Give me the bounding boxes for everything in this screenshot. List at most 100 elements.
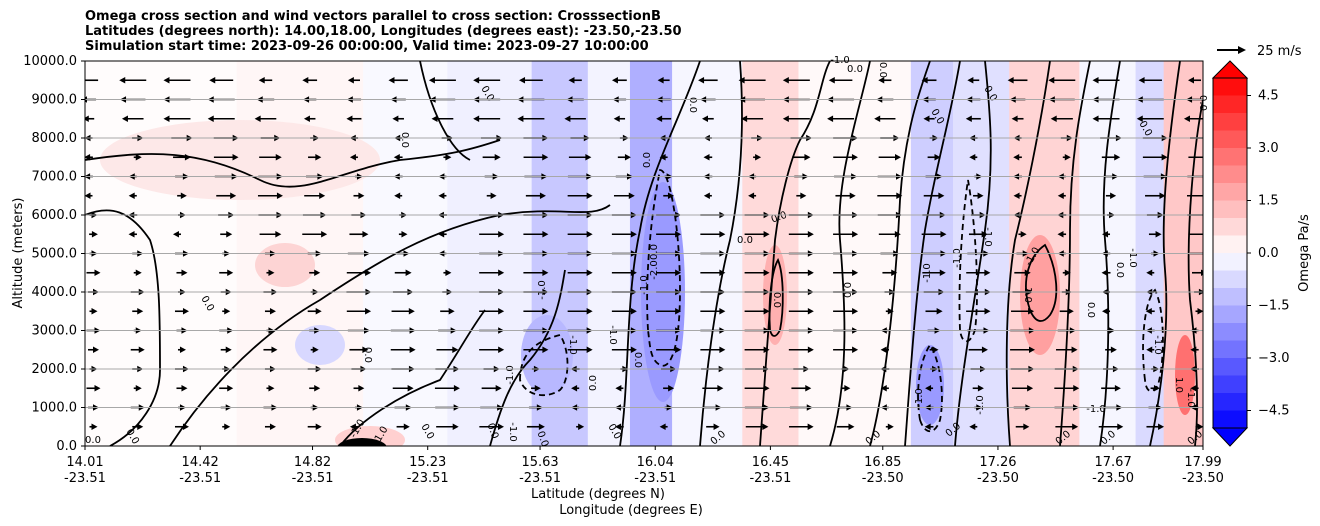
x-tick-label-latitude: 16.45 <box>752 455 789 470</box>
wind-vector-head <box>852 231 859 238</box>
contour-zero-line <box>619 61 701 446</box>
wind-vector-head <box>542 269 549 276</box>
contour-label: -1.0 <box>1086 404 1106 415</box>
contour-label: -1.0 <box>507 422 518 442</box>
wind-vector-head <box>807 269 814 276</box>
wind-vector-head <box>85 115 89 122</box>
wind-vector-head <box>452 423 459 430</box>
wind-vector-head <box>1024 269 1031 276</box>
contour-label: -1.0 <box>607 325 618 345</box>
wind-vector-head <box>401 231 408 238</box>
contour-label: 0.0 <box>687 97 698 113</box>
wind-vector-head <box>445 269 452 276</box>
y-axis-label: Altitude (meters) <box>11 198 26 309</box>
contour-dashed-negative <box>1142 288 1164 392</box>
wind-vector-head <box>135 385 142 392</box>
y-tick-label: 0.0 <box>56 439 77 454</box>
wind-vector-head <box>1110 346 1117 353</box>
wind-vector-head <box>969 154 976 161</box>
y-tick-label: 9000.0 <box>32 93 78 108</box>
colorbar-tick-label: 3.0 <box>1258 141 1279 156</box>
y-tick-label: 6000.0 <box>32 208 78 223</box>
wind-vector-head <box>1201 269 1203 276</box>
wind-vector-head <box>91 231 98 238</box>
wind-vector-head <box>615 385 622 392</box>
wind-vector-head <box>207 115 214 122</box>
wind-vector-head <box>762 423 769 430</box>
colorbar-tick-label: −3.0 <box>1258 351 1290 366</box>
wind-vector-head <box>452 346 459 353</box>
wind-vector-head <box>852 269 859 276</box>
contour-zero-line <box>419 61 471 161</box>
contour-label: 0.0 <box>642 152 653 168</box>
vector-key-arrowhead <box>1238 46 1246 54</box>
x-axis-label-longitude: Longitude (degrees E) <box>559 503 703 518</box>
wind-vector-head <box>924 423 931 430</box>
wind-vector-head <box>1013 154 1020 161</box>
wind-vector-head <box>586 308 593 315</box>
wind-vector-head <box>271 346 278 353</box>
wind-vector-head <box>719 269 726 276</box>
wind-vector-head <box>667 192 674 199</box>
contour-dashed-negative <box>917 343 943 433</box>
x-tick-label-longitude: -23.50 <box>1092 471 1134 486</box>
wind-vector-head <box>1027 385 1034 392</box>
wind-vector-head <box>180 192 187 199</box>
x-tick-label-latitude: 16.85 <box>864 455 901 470</box>
wind-vector-head <box>1159 192 1166 199</box>
wind-vector-head <box>349 423 356 430</box>
wind-vector-head <box>1114 385 1121 392</box>
wind-vector-head <box>828 77 835 84</box>
wind-vector-head <box>182 423 189 430</box>
wind-vector-head <box>630 346 637 353</box>
wind-vector-head <box>1114 154 1121 161</box>
wind-vector-head <box>763 346 770 353</box>
wind-vector-head <box>849 192 856 199</box>
contour-label: -1.0 <box>1152 335 1163 355</box>
wind-vector-head <box>1064 269 1071 276</box>
wind-vector-head <box>981 346 988 353</box>
wind-vector-head <box>1206 193 1212 199</box>
contour-label: 0.0 <box>771 292 782 308</box>
wind-vector-head <box>880 385 887 392</box>
contour-label: -1.0 <box>1127 248 1138 268</box>
wind-vector-head <box>517 115 524 122</box>
wind-vector-head <box>880 346 887 353</box>
y-tick-label: 3000.0 <box>32 324 78 339</box>
contour-label: -1.0 <box>567 335 578 355</box>
contour-zero-line <box>85 209 161 446</box>
wind-vector-head <box>1155 231 1162 238</box>
x-tick-label-latitude: 17.67 <box>1095 455 1132 470</box>
y-tick-label: 2000.0 <box>32 362 78 377</box>
wind-vector-head <box>874 115 881 122</box>
colorbar-segments <box>1213 78 1247 429</box>
wind-vector-head <box>578 423 585 430</box>
wind-vector-head <box>91 423 98 430</box>
x-tick-label-latitude: 17.26 <box>979 455 1016 470</box>
wind-vector-head <box>701 115 708 122</box>
contour-label: 0.0 <box>770 210 789 226</box>
wind-vector-head <box>539 192 546 199</box>
wind-vector-head <box>719 231 726 238</box>
wind-vector-head <box>1197 308 1203 315</box>
x-tick-label-longitude: -23.50 <box>862 471 904 486</box>
wind-vector-head <box>630 231 637 238</box>
wind-vector-head <box>1146 269 1153 276</box>
contour-zero-line <box>1005 61 1051 446</box>
positive-anomaly <box>1175 335 1195 415</box>
wind-vector-head <box>128 231 135 238</box>
wind-vector-head <box>1064 154 1071 161</box>
colorbar-ticks: 4.5 3.0 1.5 0.0 −1.5 −3.0 −4.5 <box>1247 89 1290 419</box>
wind-vector-head <box>1117 423 1124 430</box>
wind-vector-head <box>586 346 593 353</box>
contour-positive <box>768 257 784 337</box>
wind-vector-head <box>349 154 356 161</box>
wind-vector-head <box>473 77 480 84</box>
contour-label: -1.0 <box>975 395 986 415</box>
wind-vector-head <box>498 346 505 353</box>
wind-vector-head <box>656 115 663 122</box>
wind-vector-head <box>314 385 321 392</box>
wind-vector-head <box>614 423 621 430</box>
wind-vector-head <box>1048 77 1055 84</box>
contour-label: 0.0 <box>1085 302 1096 318</box>
